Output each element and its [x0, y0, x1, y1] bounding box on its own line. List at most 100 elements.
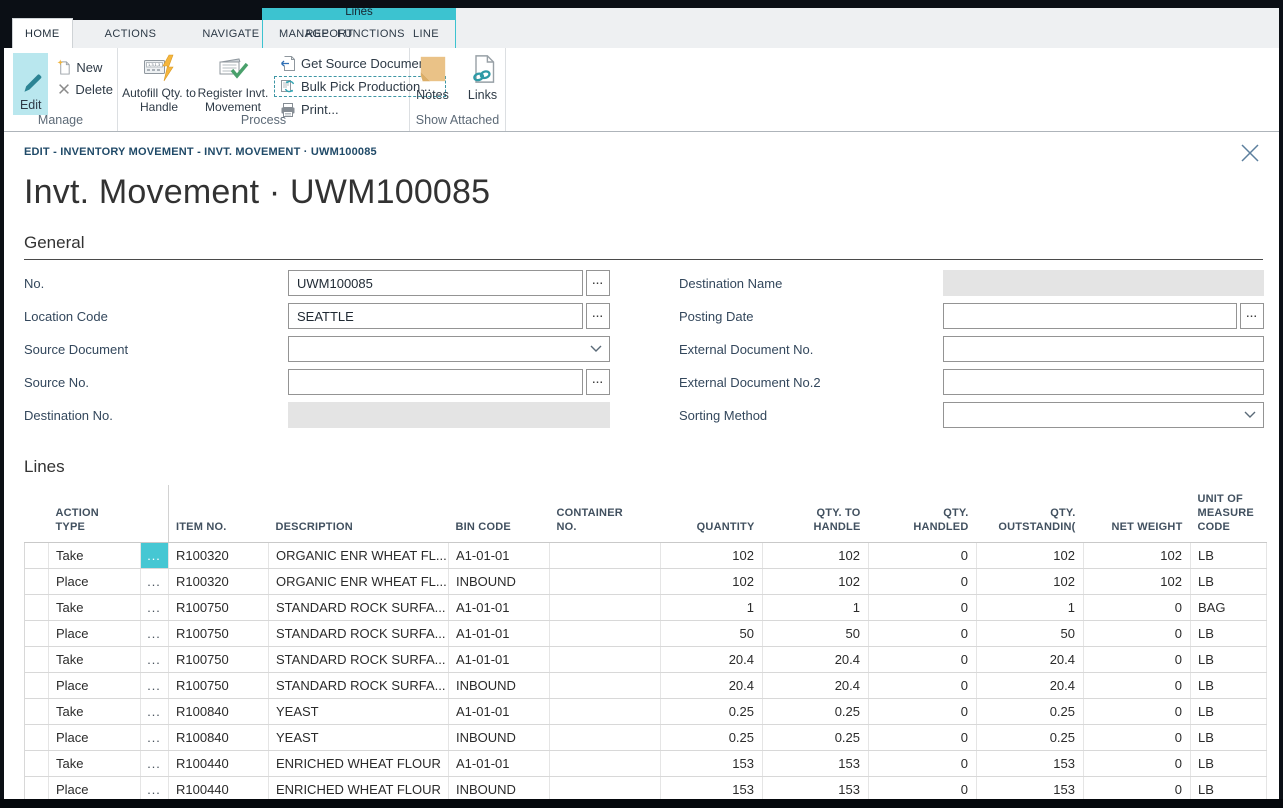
row-menu-button[interactable]: ...: [141, 776, 169, 799]
tab-navigate[interactable]: NAVIGATE: [198, 20, 263, 48]
cell-description[interactable]: STANDARD ROCK SURFA...: [269, 646, 449, 672]
edit-button[interactable]: Edit: [13, 53, 48, 115]
cell-qty-to-handle[interactable]: 20.4: [763, 672, 869, 698]
delete-button[interactable]: Delete: [53, 78, 117, 100]
cell-bin-code[interactable]: A1-01-01: [449, 698, 550, 724]
row-menu-button[interactable]: ...: [141, 568, 169, 594]
no-field[interactable]: [288, 270, 583, 296]
cell-item-no[interactable]: R100440: [169, 750, 269, 776]
cell-qty-to-handle[interactable]: 20.4: [763, 646, 869, 672]
cell-row-select[interactable]: [25, 672, 49, 698]
col-header-action-type[interactable]: ACTION TYPE: [49, 485, 141, 542]
row-menu-button[interactable]: ...: [141, 698, 169, 724]
cell-container-no[interactable]: [550, 594, 661, 620]
cell-action-type[interactable]: Take: [49, 594, 141, 620]
cell-net-weight[interactable]: 0: [1084, 724, 1191, 750]
col-header-bin-code[interactable]: BIN CODE: [449, 485, 550, 542]
cell-container-no[interactable]: [550, 620, 661, 646]
cell-bin-code[interactable]: INBOUND: [449, 672, 550, 698]
cell-item-no[interactable]: R100750: [169, 620, 269, 646]
cell-qty-to-handle[interactable]: 153: [763, 750, 869, 776]
cell-row-select[interactable]: [25, 594, 49, 620]
tab-actions[interactable]: ACTIONS: [101, 20, 161, 48]
cell-qty-to-handle[interactable]: 0.25: [763, 698, 869, 724]
cell-net-weight[interactable]: 0: [1084, 750, 1191, 776]
row-menu-button[interactable]: ...: [141, 542, 169, 568]
cell-qty-handled[interactable]: 0: [869, 568, 977, 594]
cell-description[interactable]: ENRICHED WHEAT FLOUR: [269, 750, 449, 776]
cell-bin-code[interactable]: A1-01-01: [449, 542, 550, 568]
cell-item-no[interactable]: R100750: [169, 646, 269, 672]
cell-qty-outstanding[interactable]: 1: [977, 594, 1084, 620]
cell-row-select[interactable]: [25, 724, 49, 750]
col-header-quantity[interactable]: QUANTITY: [661, 485, 763, 542]
cell-unit-of-measure[interactable]: LB: [1191, 646, 1267, 672]
cell-net-weight[interactable]: 0: [1084, 594, 1191, 620]
row-menu-button[interactable]: ...: [141, 620, 169, 646]
cell-container-no[interactable]: [550, 776, 661, 799]
col-header-description[interactable]: DESCRIPTION: [269, 485, 449, 542]
cell-quantity[interactable]: 1: [661, 594, 763, 620]
cell-unit-of-measure[interactable]: LB: [1191, 568, 1267, 594]
external-document-no2-field[interactable]: [943, 369, 1264, 395]
cell-item-no[interactable]: R100750: [169, 594, 269, 620]
cell-row-select[interactable]: [25, 776, 49, 799]
cell-container-no[interactable]: [550, 672, 661, 698]
cell-unit-of-measure[interactable]: LB: [1191, 698, 1267, 724]
cell-qty-handled[interactable]: 0: [869, 620, 977, 646]
cell-item-no[interactable]: R100320: [169, 542, 269, 568]
cell-description[interactable]: YEAST: [269, 698, 449, 724]
location-code-field[interactable]: [288, 303, 583, 329]
cell-row-select[interactable]: [25, 542, 49, 568]
new-button[interactable]: New: [53, 56, 117, 78]
col-header-select[interactable]: [25, 485, 49, 542]
cell-action-type[interactable]: Take: [49, 698, 141, 724]
cell-bin-code[interactable]: INBOUND: [449, 776, 550, 799]
sorting-method-dropdown[interactable]: [943, 402, 1264, 428]
source-no-assist-button[interactable]: ...: [586, 369, 610, 395]
cell-action-type[interactable]: Place: [49, 620, 141, 646]
tab-manage[interactable]: MANAGE: [275, 28, 333, 40]
cell-row-select[interactable]: [25, 698, 49, 724]
cell-qty-outstanding[interactable]: 102: [977, 568, 1084, 594]
cell-bin-code[interactable]: INBOUND: [449, 568, 550, 594]
cell-net-weight[interactable]: 102: [1084, 542, 1191, 568]
cell-unit-of-measure[interactable]: LB: [1191, 542, 1267, 568]
cell-qty-handled[interactable]: 0: [869, 724, 977, 750]
cell-row-select[interactable]: [25, 568, 49, 594]
cell-net-weight[interactable]: 0: [1084, 646, 1191, 672]
cell-unit-of-measure[interactable]: LB: [1191, 620, 1267, 646]
cell-action-type[interactable]: Place: [49, 672, 141, 698]
cell-container-no[interactable]: [550, 724, 661, 750]
cell-item-no[interactable]: R100840: [169, 724, 269, 750]
cell-unit-of-measure[interactable]: LB: [1191, 672, 1267, 698]
cell-qty-to-handle[interactable]: 153: [763, 776, 869, 799]
cell-action-type[interactable]: Place: [49, 776, 141, 799]
no-assist-button[interactable]: ...: [586, 270, 610, 296]
col-header-qty-handled[interactable]: QTY. HANDLED: [869, 485, 977, 542]
cell-description[interactable]: STANDARD ROCK SURFA...: [269, 672, 449, 698]
cell-description[interactable]: STANDARD ROCK SURFA...: [269, 620, 449, 646]
location-code-assist-button[interactable]: ...: [586, 303, 610, 329]
cell-bin-code[interactable]: A1-01-01: [449, 620, 550, 646]
cell-description[interactable]: ORGANIC ENR WHEAT FL...: [269, 542, 449, 568]
cell-container-no[interactable]: [550, 750, 661, 776]
cell-bin-code[interactable]: A1-01-01: [449, 594, 550, 620]
cell-qty-handled[interactable]: 0: [869, 542, 977, 568]
row-menu-button[interactable]: ...: [141, 750, 169, 776]
cell-quantity[interactable]: 153: [661, 750, 763, 776]
cell-qty-outstanding[interactable]: 0.25: [977, 724, 1084, 750]
cell-qty-to-handle[interactable]: 102: [763, 568, 869, 594]
cell-qty-to-handle[interactable]: 50: [763, 620, 869, 646]
cell-qty-outstanding[interactable]: 20.4: [977, 646, 1084, 672]
row-menu-button[interactable]: ...: [141, 672, 169, 698]
cell-net-weight[interactable]: 0: [1084, 776, 1191, 799]
cell-container-no[interactable]: [550, 646, 661, 672]
cell-row-select[interactable]: [25, 646, 49, 672]
cell-qty-to-handle[interactable]: 1: [763, 594, 869, 620]
col-header-qty-outstanding[interactable]: QTY. OUTSTANDIN(: [977, 485, 1084, 542]
cell-row-select[interactable]: [25, 750, 49, 776]
cell-quantity[interactable]: 20.4: [661, 672, 763, 698]
col-header-item-no[interactable]: ITEM NO.: [169, 485, 269, 542]
col-header-unit-of-measure[interactable]: UNIT OF MEASURE CODE: [1191, 485, 1267, 542]
